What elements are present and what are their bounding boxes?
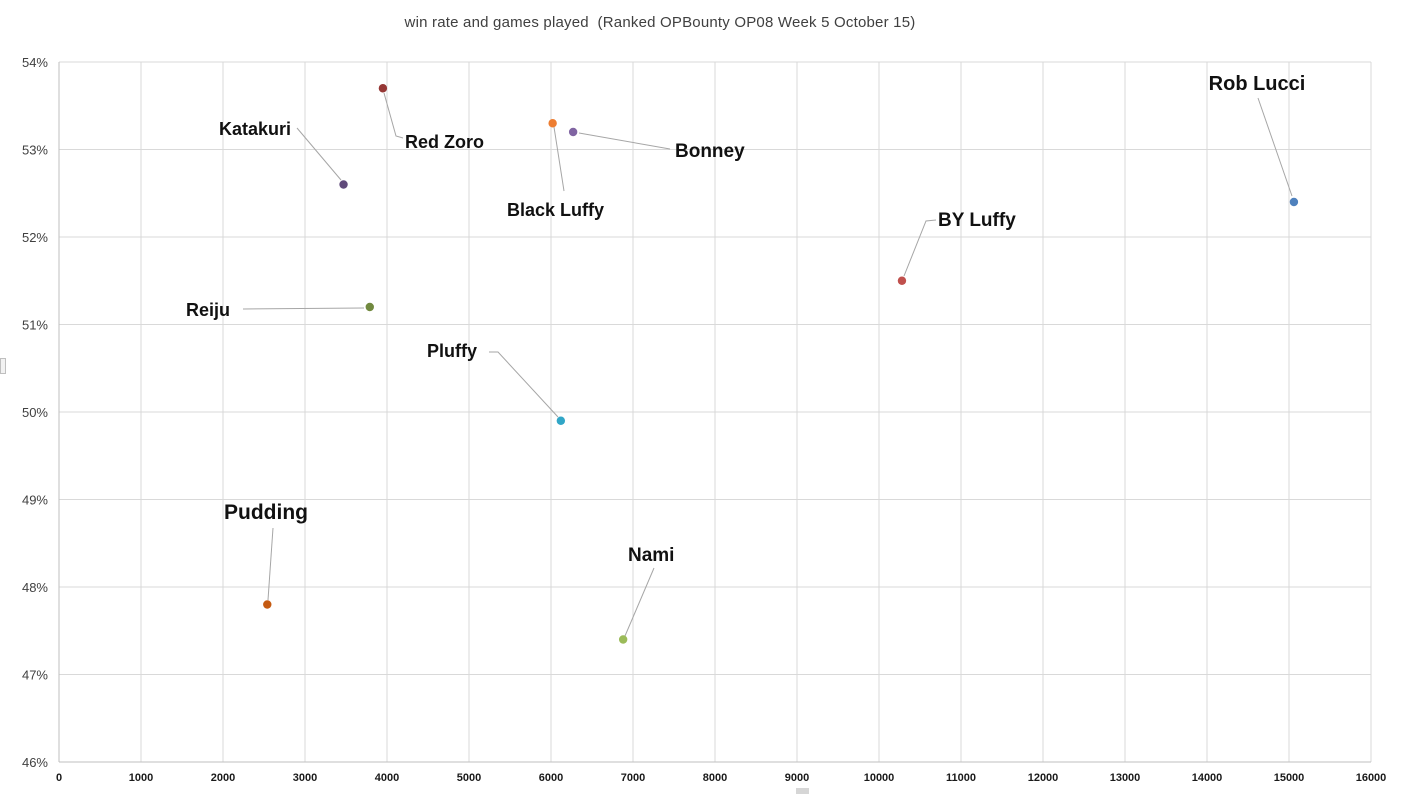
data-point[interactable]	[897, 276, 907, 285]
data-point[interactable]	[568, 127, 578, 137]
x-tick-label: 12000	[1028, 772, 1059, 784]
x-tick-label: 4000	[375, 772, 399, 784]
y-tick-label: 46%	[22, 755, 48, 770]
x-tick-label: 7000	[621, 772, 645, 784]
x-tick-label: 3000	[293, 772, 317, 784]
point-label[interactable]: Katakuri	[219, 119, 291, 139]
x-tick-label: 13000	[1110, 772, 1141, 784]
data-point[interactable]	[378, 84, 388, 93]
leader-line	[624, 567, 655, 637]
point-label[interactable]: Black Luffy	[507, 200, 604, 220]
x-tick-label: 14000	[1192, 772, 1223, 784]
x-tick-label: 9000	[785, 772, 809, 784]
chart-title[interactable]: win rate and games played (Ranked OPBoun…	[404, 14, 916, 31]
point-label[interactable]: BY Luffy	[938, 210, 1016, 231]
data-point[interactable]	[618, 635, 628, 644]
leader-line	[242, 307, 365, 310]
x-tick-label: 0	[56, 772, 62, 784]
leader-line	[1257, 97, 1293, 197]
point-label[interactable]: Pudding	[224, 501, 308, 524]
x-tick-label: 8000	[703, 772, 727, 784]
scrollbar-thumb[interactable]	[796, 788, 809, 794]
point-label[interactable]: Rob Lucci	[1209, 73, 1306, 95]
y-tick-label: 54%	[22, 55, 48, 70]
data-point[interactable]	[365, 302, 374, 312]
leader-line	[267, 527, 274, 601]
x-tick-label: 2000	[211, 772, 235, 784]
x-tick-label: 16000	[1356, 772, 1387, 784]
y-tick-label: 49%	[22, 493, 48, 508]
leader-line	[578, 132, 671, 150]
leader-line	[383, 92, 404, 139]
data-point[interactable]	[339, 180, 348, 189]
leader-line	[903, 219, 937, 277]
x-tick-label: 1000	[129, 772, 153, 784]
y-tick-label: 47%	[22, 668, 48, 683]
x-tick-label: 15000	[1274, 772, 1305, 784]
point-label[interactable]: Red Zoro	[405, 132, 484, 152]
y-tick-label: 51%	[22, 318, 48, 333]
y-tick-label: 52%	[22, 230, 48, 245]
y-tick-label: 48%	[22, 580, 48, 595]
leader-line	[296, 127, 342, 181]
x-tick-label: 5000	[457, 772, 481, 784]
leader-line	[553, 126, 565, 192]
point-label[interactable]: Bonney	[675, 141, 745, 162]
point-label[interactable]: Nami	[628, 545, 674, 566]
data-point[interactable]	[263, 600, 272, 609]
leader-line	[489, 351, 559, 418]
point-label[interactable]: Reiju	[186, 300, 230, 320]
data-point[interactable]	[556, 416, 566, 425]
data-point[interactable]	[548, 119, 557, 128]
axis-title-fragment	[0, 358, 6, 374]
data-point[interactable]	[1289, 197, 1299, 207]
y-tick-label: 50%	[22, 405, 48, 420]
x-tick-label: 10000	[864, 772, 895, 784]
point-label[interactable]: Pluffy	[427, 341, 477, 361]
x-tick-label: 6000	[539, 772, 563, 784]
y-tick-label: 53%	[22, 143, 48, 158]
x-tick-label: 11000	[946, 772, 976, 784]
